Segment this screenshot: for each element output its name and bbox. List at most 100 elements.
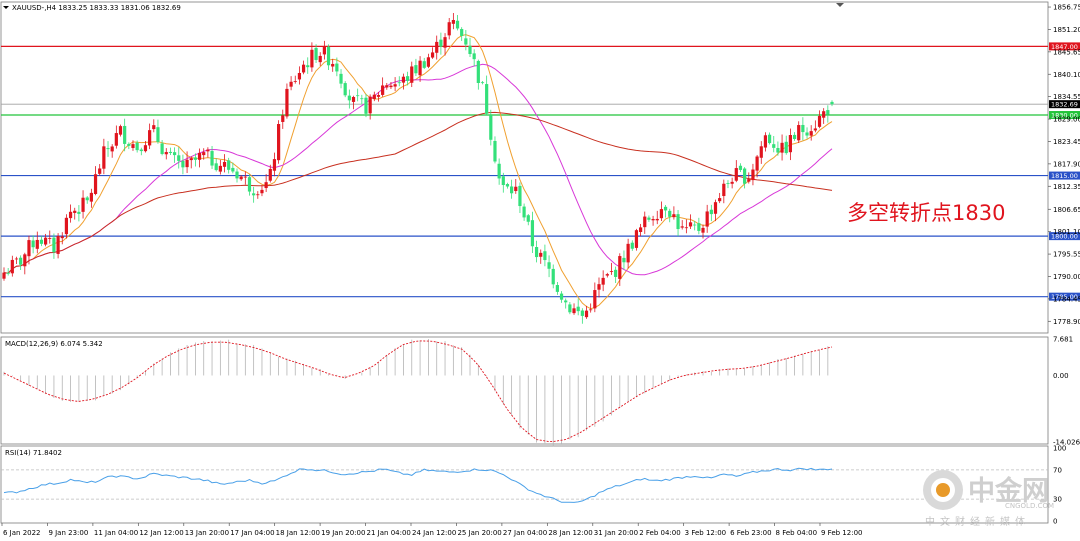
candle-body bbox=[35, 239, 39, 249]
candle-body bbox=[314, 47, 318, 60]
candle-body bbox=[826, 110, 830, 115]
pivot-annotation: 多空转折点1830 bbox=[847, 201, 1005, 225]
candle-body bbox=[830, 101, 834, 105]
candle-body bbox=[260, 189, 264, 194]
candle-body bbox=[734, 168, 738, 181]
candle-body bbox=[139, 149, 143, 152]
candle-body bbox=[464, 38, 468, 45]
rsi-panel: 100 70 30 0 bbox=[1, 445, 1066, 526]
candle-body bbox=[784, 141, 788, 154]
candle-body bbox=[580, 310, 584, 316]
candle-body bbox=[326, 46, 331, 66]
candle-body bbox=[6, 272, 10, 274]
candle-body bbox=[231, 167, 235, 172]
moving-average-line bbox=[3, 111, 833, 274]
candle-body bbox=[235, 171, 239, 179]
level-tag bbox=[1049, 292, 1080, 301]
x-tick-label: 24 Jan 12:00 bbox=[412, 529, 456, 537]
candle-body bbox=[60, 236, 64, 239]
candle-body bbox=[285, 88, 289, 117]
candle-body bbox=[401, 76, 406, 83]
rsi-header: RSI(14) 71.8402 bbox=[5, 449, 62, 457]
x-tick-label: 27 Jan 04:00 bbox=[503, 529, 547, 537]
candle-body bbox=[189, 158, 193, 161]
candle-body bbox=[738, 165, 743, 170]
candle-body bbox=[264, 182, 268, 189]
x-tick-label: 13 Jan 20:00 bbox=[185, 529, 229, 537]
candle-body bbox=[443, 37, 447, 48]
candle-body bbox=[743, 168, 747, 184]
candle-body bbox=[430, 52, 435, 58]
candle-body bbox=[368, 96, 372, 114]
candle-body bbox=[418, 60, 422, 76]
candle-body bbox=[564, 300, 568, 303]
candle-body bbox=[451, 19, 455, 24]
candle-body bbox=[81, 197, 85, 212]
candle-body bbox=[547, 262, 551, 269]
candle-body bbox=[106, 148, 110, 150]
candle-body bbox=[27, 240, 31, 257]
candle-body bbox=[639, 227, 643, 233]
candle-body bbox=[718, 198, 722, 202]
candle-body bbox=[14, 258, 19, 260]
candle-body bbox=[102, 146, 106, 169]
candle-body bbox=[397, 82, 401, 84]
candle-body bbox=[23, 254, 27, 267]
candle-body bbox=[297, 72, 302, 80]
candle-body bbox=[31, 240, 35, 248]
candle-body bbox=[376, 95, 381, 97]
candle-body bbox=[356, 95, 360, 97]
candle-body bbox=[497, 163, 501, 179]
candle-body bbox=[605, 274, 609, 276]
candle-body bbox=[634, 230, 639, 248]
candle-body bbox=[659, 209, 664, 219]
candle-body bbox=[168, 151, 173, 153]
symbol-header: XAUUSD-,H4 1833.25 1833.33 1831.06 1832.… bbox=[12, 4, 181, 12]
candle-body bbox=[281, 115, 285, 122]
candle-body bbox=[647, 217, 651, 220]
x-tick-label: 9 Jan 23:00 bbox=[48, 529, 88, 537]
watermark: 中金网 CNGOLD.COM 中文财经新媒体 bbox=[923, 470, 1054, 528]
candle-body bbox=[792, 134, 797, 139]
candle-body bbox=[472, 53, 476, 60]
price-tick-label: 1801.10 bbox=[1053, 228, 1080, 236]
x-tick-label: 25 Jan 20:00 bbox=[457, 529, 501, 537]
candle-body bbox=[759, 146, 763, 158]
candle-body bbox=[39, 239, 44, 244]
candle-body bbox=[272, 159, 277, 171]
collapse-triangle-icon[interactable] bbox=[3, 6, 9, 9]
candle-body bbox=[522, 206, 526, 218]
price-tick-label: 1840.10 bbox=[1053, 71, 1080, 79]
candle-body bbox=[684, 227, 688, 229]
candle-body bbox=[277, 124, 281, 161]
candle-body bbox=[123, 125, 127, 144]
candle-body bbox=[730, 181, 734, 184]
candle-body bbox=[118, 126, 123, 135]
candle-body bbox=[572, 308, 576, 314]
candle-body bbox=[655, 218, 659, 221]
candle-body bbox=[98, 168, 102, 174]
level-tag bbox=[1049, 111, 1080, 120]
candle-body bbox=[289, 81, 293, 87]
candle-body bbox=[801, 124, 805, 133]
candle-body bbox=[701, 227, 705, 233]
candle-body bbox=[435, 41, 439, 53]
candle-body bbox=[239, 176, 243, 180]
x-tick-label: 21 Jan 04:00 bbox=[367, 529, 411, 537]
price-tick-label: 1829.00 bbox=[1053, 116, 1080, 124]
candle-body bbox=[85, 197, 89, 201]
candle-body bbox=[410, 66, 414, 83]
candle-body bbox=[559, 293, 564, 300]
candle-body bbox=[693, 224, 697, 226]
x-tick-label: 17 Jan 04:00 bbox=[230, 529, 274, 537]
candle-body bbox=[651, 219, 655, 221]
x-tick-label: 11 Jan 04:00 bbox=[94, 529, 138, 537]
candle-body bbox=[73, 210, 77, 213]
candle-body bbox=[19, 257, 23, 265]
price-tick-label: 1778.90 bbox=[1053, 318, 1080, 326]
candle-body bbox=[206, 149, 210, 152]
candle-body bbox=[805, 132, 809, 136]
shift-marker-icon[interactable] bbox=[836, 3, 844, 7]
watermark-brand: 中金网 bbox=[968, 475, 1049, 507]
candle-body bbox=[776, 147, 780, 153]
